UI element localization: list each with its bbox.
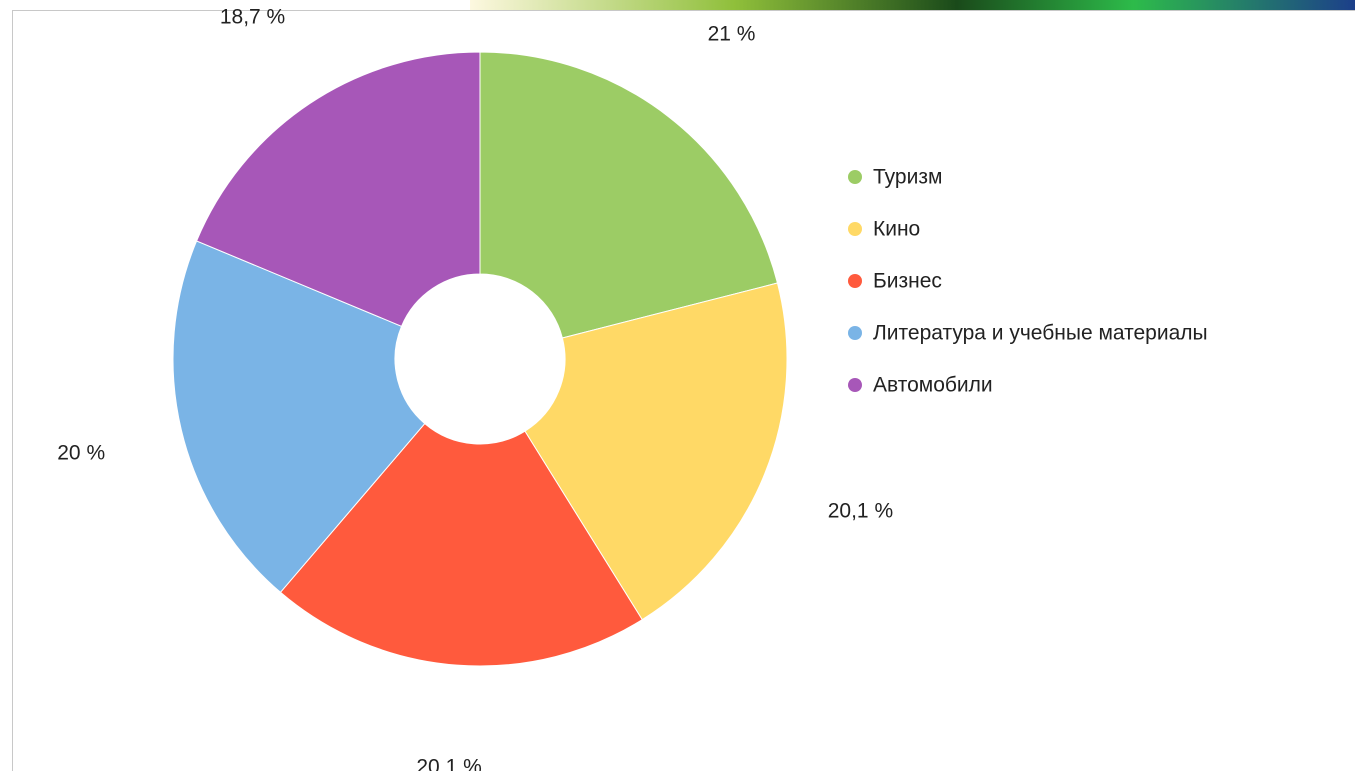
data-label: 21 % [708, 23, 756, 46]
legend-label: Кино [873, 218, 920, 241]
legend-label: Литература и учебные материалы [873, 322, 1208, 345]
legend-marker [848, 326, 862, 340]
data-label: 20 % [57, 442, 105, 465]
data-label: 20,1 % [416, 755, 481, 771]
legend-marker [848, 222, 862, 236]
legend-label: Туризм [873, 166, 942, 189]
data-label: 18,7 % [220, 5, 285, 28]
legend-label: Автомобили [873, 374, 993, 397]
legend-marker [848, 170, 862, 184]
legend-label: Бизнес [873, 270, 942, 293]
legend-marker [848, 274, 862, 288]
legend-marker [848, 378, 862, 392]
data-label: 20,1 % [828, 499, 893, 522]
